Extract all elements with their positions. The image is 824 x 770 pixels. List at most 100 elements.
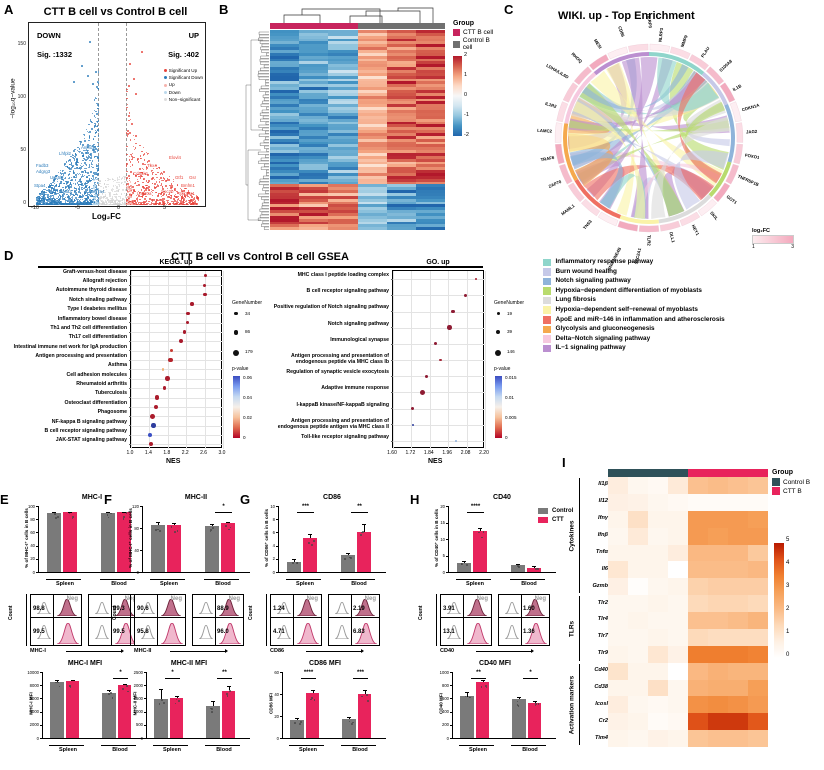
pathway-legend-row: Delta−Notch signaling pathway	[543, 335, 821, 343]
data-point	[466, 564, 468, 566]
volcano-point	[152, 195, 153, 196]
volcano-point	[64, 183, 65, 184]
logfc-min: 1	[752, 244, 755, 250]
tick-mark	[129, 332, 132, 333]
grid-line-h	[393, 344, 485, 345]
heatmap-cell	[688, 730, 708, 747]
volcano-point	[84, 138, 85, 139]
volcano-point	[104, 203, 105, 204]
y-tick-mark	[144, 712, 147, 713]
colorbar-tick: -2	[464, 132, 469, 138]
data-point	[351, 723, 353, 725]
volcano-legend-item: Significant Down	[164, 74, 203, 81]
annotation-cell	[387, 23, 416, 29]
volcano-point	[88, 204, 89, 205]
panel-d-gsea: D CTT B cell vs Control B cell GSEA KEGG…	[0, 248, 560, 488]
annotation-cell	[270, 23, 299, 29]
heatmap-cell	[648, 663, 668, 680]
volcano-point	[55, 190, 56, 191]
volcano-point	[97, 156, 98, 157]
heatmap-cell	[688, 511, 708, 528]
volcano-point	[142, 186, 143, 187]
mfi-title: CD86 MFI	[270, 660, 380, 667]
pathway-label: Delta−Notch signaling pathway	[556, 335, 651, 343]
volcano-point	[163, 177, 164, 178]
pathway-label: JAK-STAT signaling pathway	[2, 437, 127, 443]
heatmap-column	[270, 30, 299, 230]
y-tick-mark	[446, 506, 449, 507]
flow-value-top: 88.9	[217, 606, 229, 612]
volcano-point	[89, 179, 90, 180]
bar	[460, 696, 474, 738]
grid-line-h	[131, 435, 223, 436]
pathway-legend-row: IL−1 signaling pathway	[543, 344, 821, 352]
neg-label: Neg	[171, 596, 182, 602]
volcano-point	[73, 150, 74, 151]
volcano-point	[88, 124, 89, 125]
category-label: Cytokines	[569, 503, 576, 569]
heatmap-cell	[668, 730, 688, 747]
gene-label: Il6	[602, 566, 608, 572]
error-cap	[462, 561, 466, 562]
heatmap-cell	[648, 494, 668, 511]
group-swatch	[772, 478, 780, 486]
volcano-point	[124, 199, 125, 200]
error-cap	[172, 523, 176, 524]
heatmap-cell	[608, 730, 628, 747]
heatmap-column	[628, 477, 648, 747]
group-label: CTT B	[783, 488, 802, 495]
volcano-point	[94, 99, 95, 100]
flow-value-bottom: 99.5	[33, 629, 45, 635]
mfi-bar-chart	[146, 672, 250, 738]
volcano-point	[124, 181, 125, 182]
volcano-point	[89, 41, 91, 43]
dotplot-point	[148, 433, 152, 437]
volcano-point	[94, 184, 95, 185]
group-legend-row: Control B	[772, 478, 810, 486]
volcano-point	[129, 190, 130, 191]
data-point	[228, 529, 230, 531]
group-label: Spleen	[146, 747, 198, 753]
heatmap-cell	[299, 227, 328, 230]
volcano-point	[79, 141, 80, 142]
pathway-label: Notch signaling pathway	[556, 277, 631, 285]
chord-gene-label: JAG2	[746, 129, 758, 135]
pathway-label: Inflammatory bowel disease	[2, 316, 127, 322]
dotplot-point	[170, 349, 173, 352]
heatmap-cell	[748, 680, 768, 697]
volcano-point	[56, 184, 57, 185]
bar	[512, 699, 526, 738]
volcano-point	[144, 198, 145, 199]
volcano-point	[157, 196, 158, 197]
volcano-point	[92, 167, 93, 168]
chord-gene-label: TLR2	[647, 235, 652, 246]
y-tick: 0	[14, 200, 26, 206]
heatmap-column	[688, 477, 708, 747]
pathway-legend-row: Lung fibrosis	[543, 296, 821, 304]
dotplot-point	[165, 376, 170, 381]
data-point	[57, 516, 59, 518]
bar	[358, 694, 372, 738]
group-label: CTT B cell	[463, 29, 493, 36]
annotation-cell	[608, 469, 628, 477]
data-point	[159, 530, 161, 532]
volcano-point	[91, 128, 92, 129]
volcano-point	[129, 132, 130, 133]
volcano-point	[142, 163, 143, 164]
volcano-point	[119, 185, 120, 186]
volcano-point	[142, 182, 143, 183]
heatmap-cell	[668, 595, 688, 612]
volcano-point	[137, 198, 138, 199]
group-underline	[511, 745, 545, 746]
error-cap	[175, 696, 179, 697]
tick-mark	[129, 322, 132, 323]
x-axis	[142, 572, 250, 573]
heatmap-column	[608, 477, 628, 747]
error-cap	[347, 717, 351, 718]
heatmap-cell	[688, 545, 708, 562]
tick-mark	[129, 425, 132, 426]
group-label: Control B	[783, 479, 810, 486]
volcano-legend-item: Down	[164, 89, 203, 96]
pathway-label: Inflammatory response pathway	[556, 258, 654, 266]
volcano-point	[73, 172, 74, 173]
